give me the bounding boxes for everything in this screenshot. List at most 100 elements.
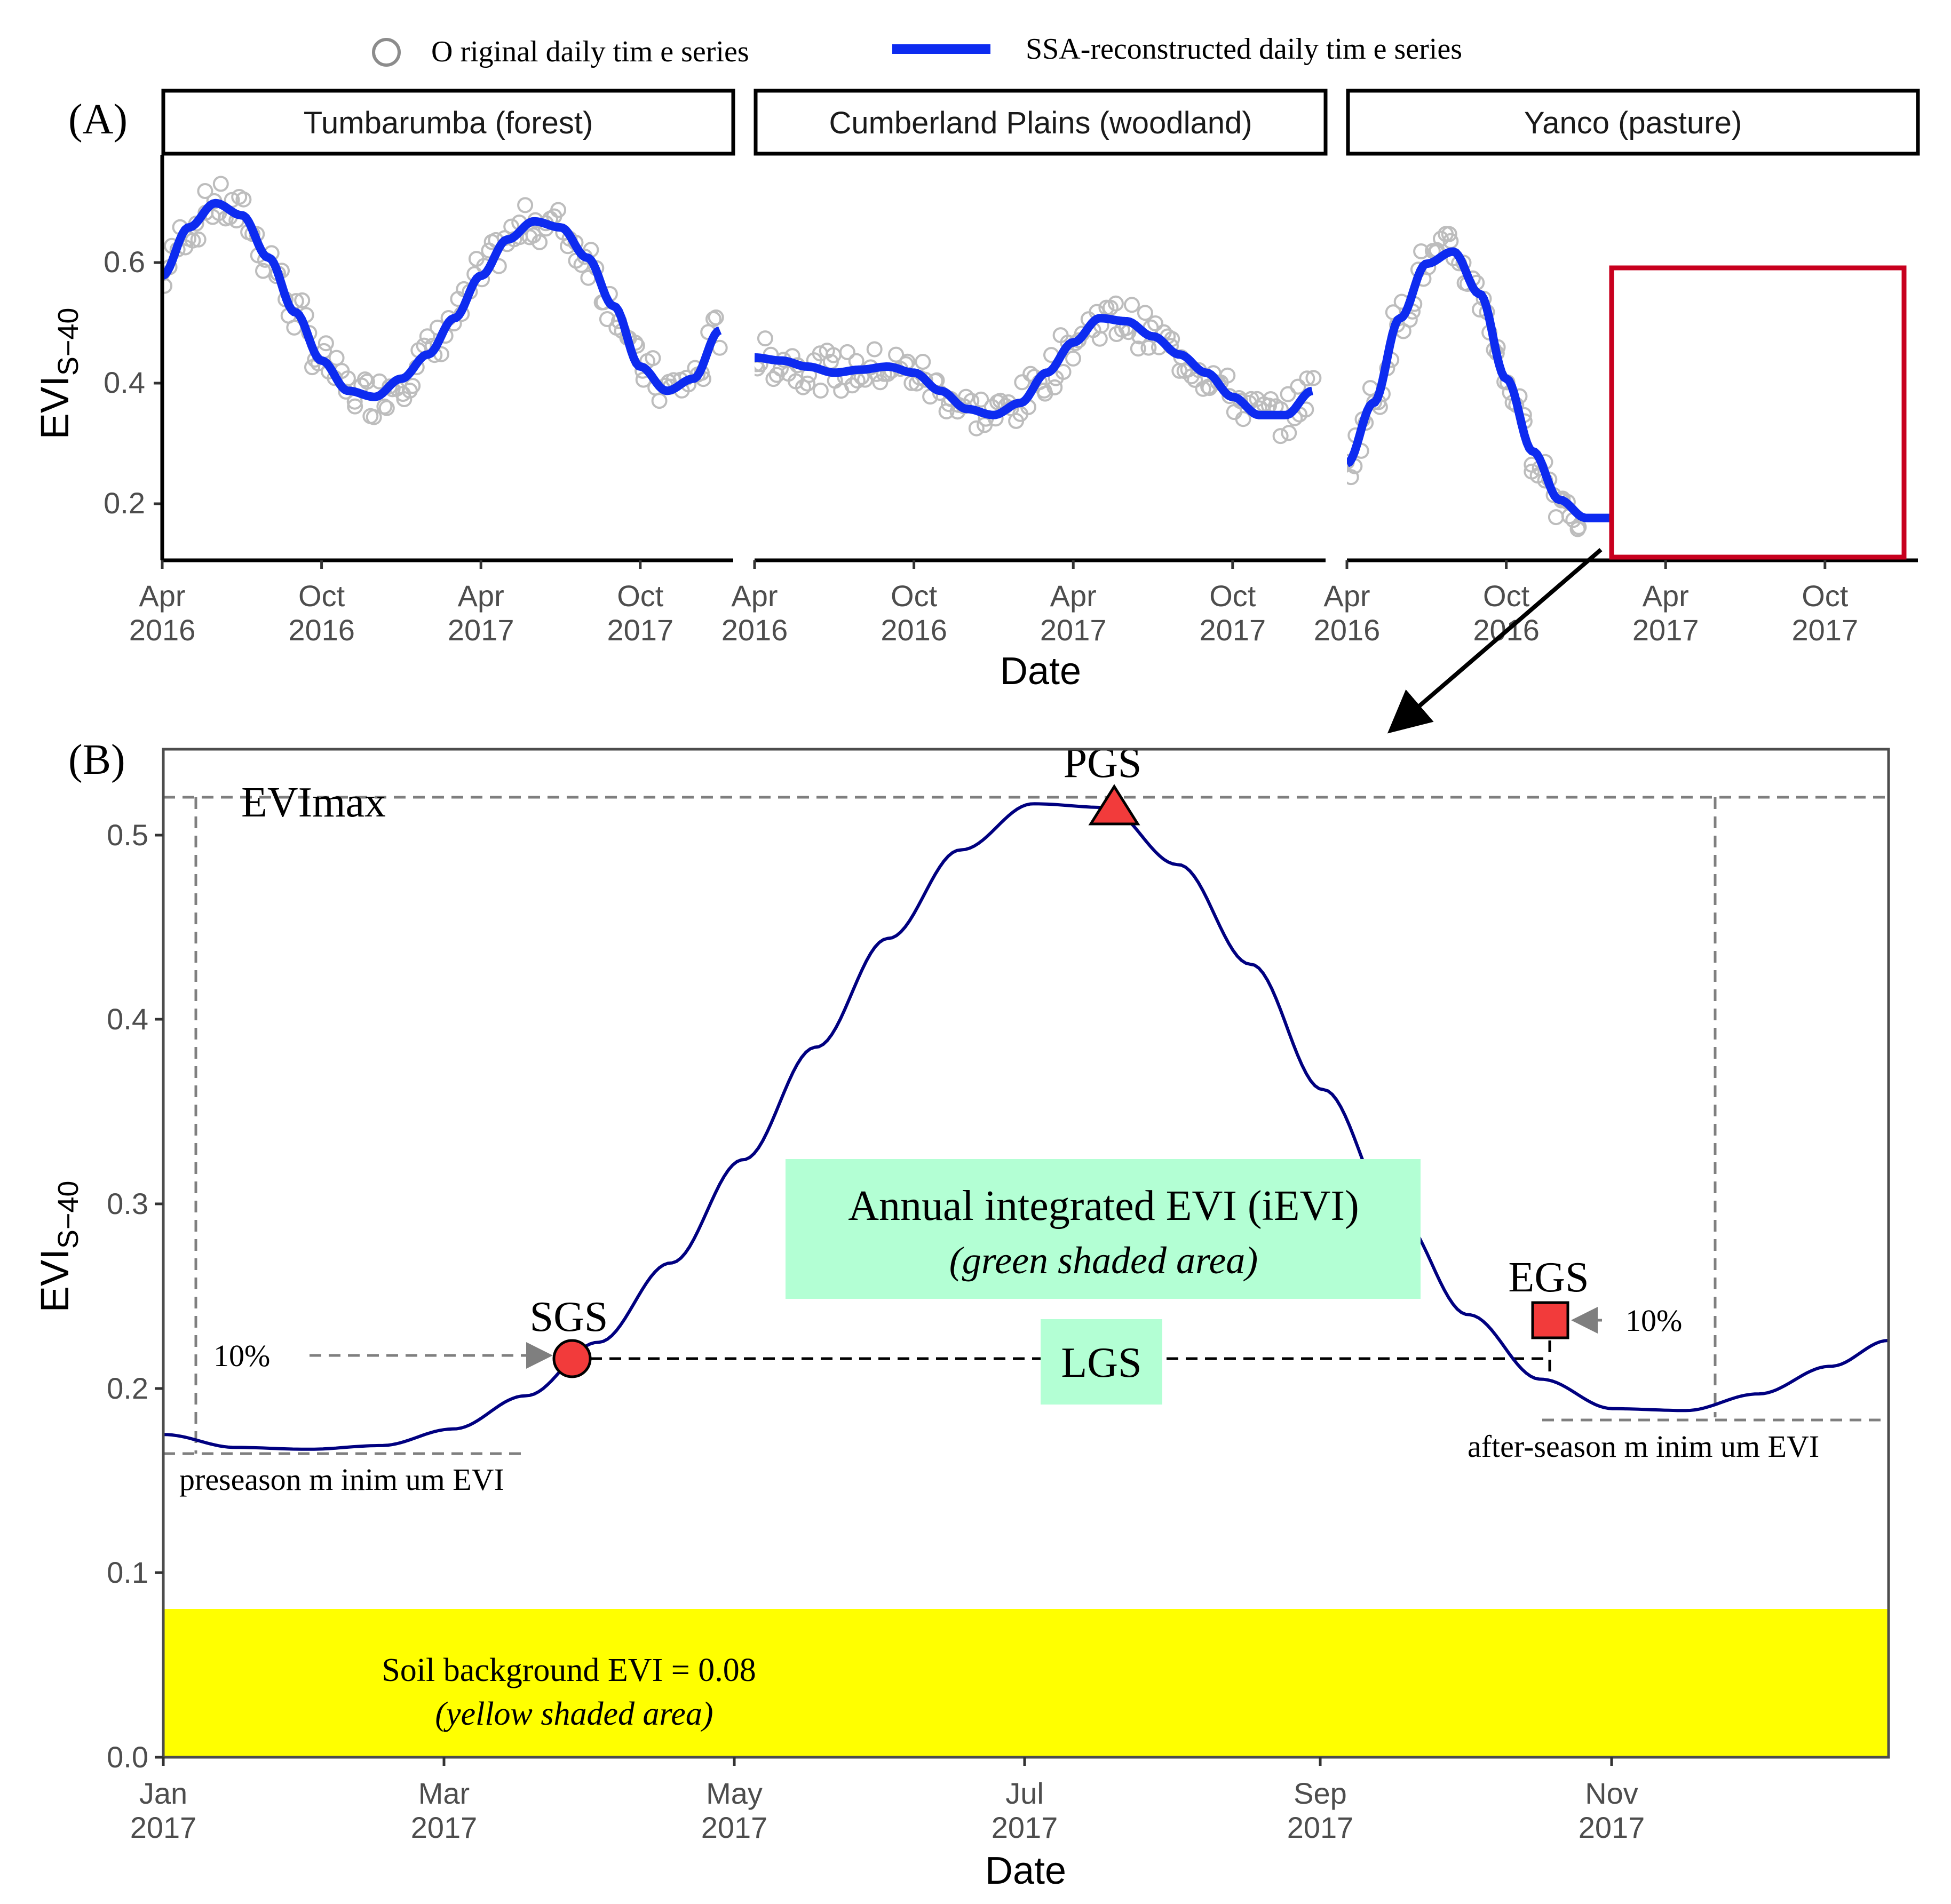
soil-background-area — [163, 1609, 1889, 1757]
panel-a-x-axis-title: Date — [1000, 650, 1081, 693]
soil-subtitle: (yellow shaded area) — [435, 1696, 713, 1732]
panel-a-x-tick-year: 2017 — [1632, 613, 1699, 647]
sgs-marker — [552, 1339, 592, 1378]
evi-curve — [163, 802, 1889, 1451]
panel-a-x-tick-year: 2016 — [129, 613, 196, 647]
panel-a-y-label-main: EVI — [33, 376, 77, 439]
panel-b-y-label-main: EVI — [33, 1249, 77, 1312]
panel-b-x-tick-year: 2017 — [1287, 1811, 1354, 1844]
panel-a-x-tick-month: Apr — [1050, 579, 1097, 613]
panel-b-y-tick-label: 0.5 — [107, 818, 148, 852]
panel-b-x-tick-year: 2017 — [411, 1811, 478, 1844]
legend-original-marker — [372, 38, 401, 67]
original-point — [915, 354, 931, 370]
original-point — [419, 328, 435, 345]
original-point — [844, 377, 861, 394]
original-point — [757, 330, 773, 347]
facet-title-tumbarumba: Tumbarumba (forest) — [304, 106, 593, 140]
panel-a-x-ticks: Apr2016Oct2016Apr2017Oct2017Apr2016Oct20… — [129, 560, 1858, 647]
panel-a-x-tick-year: 2017 — [448, 613, 514, 647]
original-point — [839, 344, 855, 360]
facet-title-yanco: Yanco (pasture) — [1524, 106, 1742, 140]
panel-a-x-tick-month: Apr — [139, 579, 185, 613]
panel-a-x-tick-month: Oct — [298, 579, 345, 613]
original-point — [1441, 226, 1457, 242]
original-point — [1433, 231, 1449, 247]
panel-a-x-tick-month: Oct — [891, 579, 938, 613]
original-point — [1299, 370, 1315, 387]
original-point — [212, 176, 229, 192]
original-point — [517, 197, 534, 213]
panel-a-x-tick-year: 2016 — [288, 613, 355, 647]
original-point — [197, 183, 213, 199]
original-point — [872, 374, 889, 391]
svg-text:EVIS−40: EVIS−40 — [33, 1181, 84, 1313]
facet-plot-tumbarumba — [162, 176, 728, 425]
highlight-box — [1609, 265, 1907, 560]
sgs-label: SGS — [530, 1294, 608, 1340]
panel-b-y-tick-label: 0.1 — [107, 1556, 148, 1589]
original-point — [1130, 340, 1146, 357]
pct-right-label: 10% — [1625, 1303, 1682, 1338]
original-point — [973, 391, 989, 408]
original-point — [795, 379, 811, 395]
facet-plot-cumberland — [755, 295, 1322, 445]
panel-b-x-tick-month: Sep — [1294, 1776, 1347, 1810]
panel-b-x-tick-year: 2017 — [130, 1811, 197, 1844]
original-point — [347, 398, 363, 415]
panel-b-x-ticks: Jan 2017 Mar 2017 May 2017 Jul 2017 Sep … — [130, 1757, 1645, 1844]
panel-a-y-tick-label: 0.2 — [104, 486, 145, 520]
zoom-arrow — [1387, 548, 1603, 734]
original-point — [599, 311, 615, 327]
original-point — [1347, 469, 1359, 486]
original-point — [294, 292, 311, 308]
egs-label: EGS — [1508, 1254, 1589, 1301]
original-point — [359, 374, 375, 390]
panel-a-x-tick-month: Oct — [1483, 579, 1530, 613]
ievi-title: Annual integrated EVI (iEVI) — [848, 1183, 1359, 1229]
lgs-label: LGS — [1061, 1339, 1141, 1386]
panel-a-x-tick-year: 2016 — [1314, 613, 1381, 647]
ievi-label-box — [786, 1159, 1421, 1299]
panel-a-x-tick-year: 2017 — [1040, 613, 1107, 647]
panel-a-x-tick-year: 2016 — [721, 613, 788, 647]
original-point — [376, 398, 393, 415]
original-point — [1137, 305, 1153, 321]
panel-a-y-label-sub: S−40 — [52, 308, 84, 376]
panel-a-x-tick-year: 2017 — [1200, 613, 1266, 647]
legend-ssa-label: SSA-reconstructed daily tim e series — [1026, 33, 1462, 66]
original-point — [812, 382, 829, 399]
panel-b-x-tick-year: 2017 — [701, 1811, 768, 1844]
original-point — [1065, 350, 1081, 367]
panel-a-y-tick-label: 0.4 — [104, 366, 145, 399]
panel-b-x-tick-month: Jul — [1005, 1776, 1044, 1810]
original-point — [1055, 364, 1072, 380]
panel-b-x-tick-year: 2017 — [1579, 1811, 1645, 1844]
facet-strip-cumberland — [754, 89, 1328, 156]
panel-a-x-tick-month: Apr — [1323, 579, 1370, 613]
panel-a-x-tick-month: Apr — [731, 579, 778, 613]
panel-a-x-tick-year: 2017 — [607, 613, 674, 647]
panel-a-y-axis-label: EVIS−40 — [33, 308, 84, 440]
original-point — [1548, 509, 1564, 526]
pct-left-label: 10% — [213, 1338, 270, 1373]
original-point — [1187, 371, 1203, 388]
panel-b-x-axis-title: Date — [985, 1850, 1066, 1892]
panel-b-y-tick-label: 0.3 — [107, 1187, 148, 1220]
original-point — [318, 335, 334, 352]
original-point — [396, 391, 413, 407]
panel-b-y-tick-label: 0.2 — [107, 1371, 148, 1405]
original-point — [917, 371, 933, 388]
panel-a-x-tick-year: 2016 — [881, 613, 947, 647]
panel-a: (A) EVIS−40 0.2 0.4 0.6 Tumbarumba (fore… — [33, 89, 1920, 734]
panel-a-y-ticks: 0.2 0.4 0.6 — [104, 245, 162, 520]
panel-b-x-tick-month: Mar — [418, 1776, 470, 1810]
original-point — [328, 350, 345, 366]
panel-b-x-tick-year: 2017 — [992, 1811, 1058, 1844]
panel-a-x-tick-year: 2017 — [1792, 613, 1859, 647]
original-point — [1235, 411, 1251, 427]
original-point — [378, 400, 395, 416]
panel-b-y-label-sub: S−40 — [52, 1181, 84, 1249]
pgs-label-bg — [1035, 739, 1170, 792]
panel-b-y-ticks: 0.0 0.1 0.2 0.3 0.4 0.5 — [107, 818, 163, 1774]
